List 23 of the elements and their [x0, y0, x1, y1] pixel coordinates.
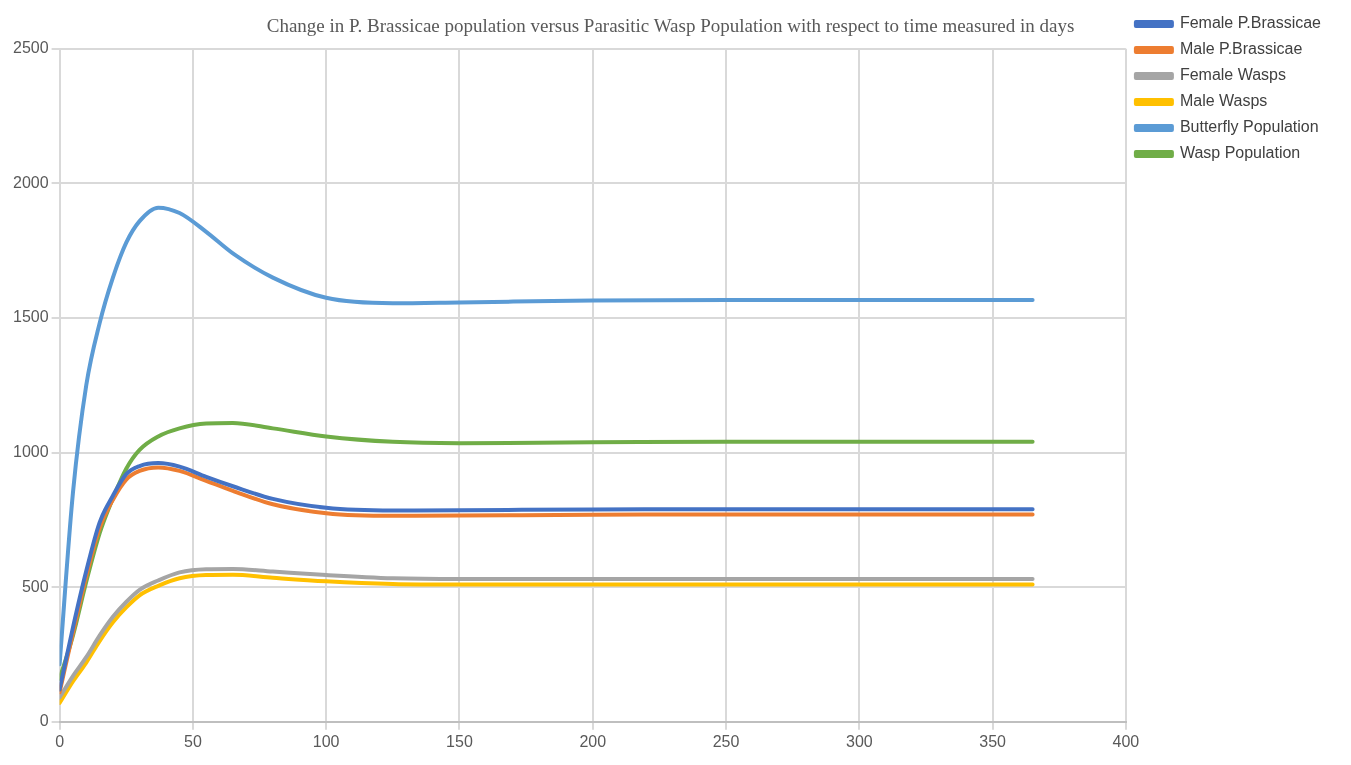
x-tick-label: 200 [579, 732, 607, 750]
x-tick-label: 250 [712, 732, 740, 750]
y-tick-label: 500 [21, 577, 49, 595]
x-tick-label: 150 [446, 732, 473, 750]
x-tick-label: 50 [183, 732, 202, 750]
y-tick-label: 1500 [13, 308, 49, 326]
x-tick-label: 100 [312, 732, 340, 750]
y-tick-label: 2500 [13, 39, 49, 57]
legend-label: Female Wasps [1179, 66, 1287, 84]
legend-label: Male Wasps [1179, 92, 1268, 110]
x-tick-label: 300 [845, 732, 873, 750]
legend-label: Female P.Brassicae [1179, 14, 1322, 32]
x-tick-label: 400 [1112, 732, 1140, 750]
y-tick-label: 0 [39, 712, 49, 730]
x-tick-label: 350 [979, 732, 1007, 750]
y-tick-label: 2000 [13, 173, 49, 191]
x-tick-label: 0 [55, 732, 65, 750]
legend-label: Wasp Population [1179, 144, 1301, 162]
line-series [59, 205, 1035, 667]
legend-label: Male P.Brassicae [1179, 40, 1303, 58]
legend-label: Butterfly Population [1179, 118, 1319, 136]
y-tick-label: 1000 [13, 443, 49, 461]
chart-title: Change in P. Brassicae population versus Parasitic Wasp Population with respect to time measured in days [266, 15, 1075, 37]
